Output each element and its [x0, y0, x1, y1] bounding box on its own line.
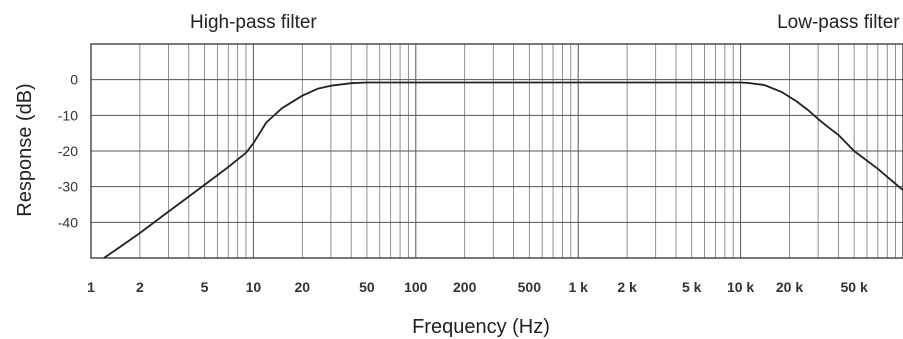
x-tick-labels: 1 2 5 10 20 50 100 200 500 1 k 2 k 5 k 10 k 20 k 50 k: [87, 279, 868, 295]
y-tick-labels: 0 -10 -20 -30 -40: [58, 72, 78, 231]
annotation-label: Low-pass filter: [777, 12, 900, 33]
x-axis-title: Frequency (Hz): [412, 316, 550, 338]
x-tick-label: 100: [404, 279, 428, 295]
series-layer: [103, 81, 903, 258]
y-tick-label: -10: [58, 107, 78, 123]
grid: [90, 43, 903, 259]
x-tick-label: 5 k: [682, 279, 702, 295]
y-tick-label: 0: [70, 72, 78, 88]
x-tick-label: 20 k: [776, 279, 803, 295]
x-tick-label: 2 k: [617, 279, 637, 295]
y-tick-label: -20: [58, 143, 78, 159]
x-tick-label: 20: [294, 279, 310, 295]
x-tick-label: 10 k: [727, 279, 754, 295]
y-tick-label: -30: [58, 179, 78, 195]
y-tick-label: -40: [58, 214, 78, 230]
x-tick-label: 200: [453, 279, 477, 295]
plot-frame: [90, 43, 903, 259]
x-tick-label: 50: [359, 279, 375, 295]
x-tick-label: 500: [518, 279, 542, 295]
x-tick-label: 5: [201, 279, 209, 295]
x-tick-label: 10: [246, 279, 262, 295]
response-curve: [103, 81, 903, 258]
y-axis-title: Response (dB): [14, 83, 36, 216]
annotations: High-pass filter Low-pass filter: [190, 12, 900, 33]
x-tick-label: 1: [87, 279, 95, 295]
plot-border: [90, 43, 903, 259]
x-tick-label: 2: [136, 279, 144, 295]
x-tick-label: 50 k: [840, 279, 867, 295]
x-tick-label: 1 k: [568, 279, 588, 295]
annotation-label: High-pass filter: [190, 12, 317, 33]
